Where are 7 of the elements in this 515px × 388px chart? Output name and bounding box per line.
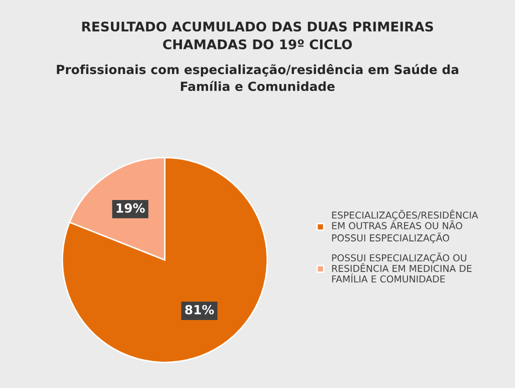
chart-title: RESULTADO ACUMULADO DAS DUAS PRIMEIRAS CHAMADAS DO 19º CICLO [82, 22, 433, 50]
chart-subtitle: Profissionais com especialização/residência em Saúde da Família e Comunidade [56, 64, 458, 92]
data-label: 81% [185, 304, 214, 314]
legend-label: ESPECIALIZAÇÕES/RESIDÊNCIA EM OUTRAS ÁREAS OU NÃO POSSUI ESPECIALIZAÇÃO [332, 210, 478, 244]
legend-label: POSSUI ESPECIALIZAÇÃO OU RESIDÊNCIA EM MEDICINA DE FAMÍLIA E COMUNIDADE [332, 252, 472, 283]
data-label: 19% [116, 203, 145, 213]
pie-slice [62, 156, 268, 364]
